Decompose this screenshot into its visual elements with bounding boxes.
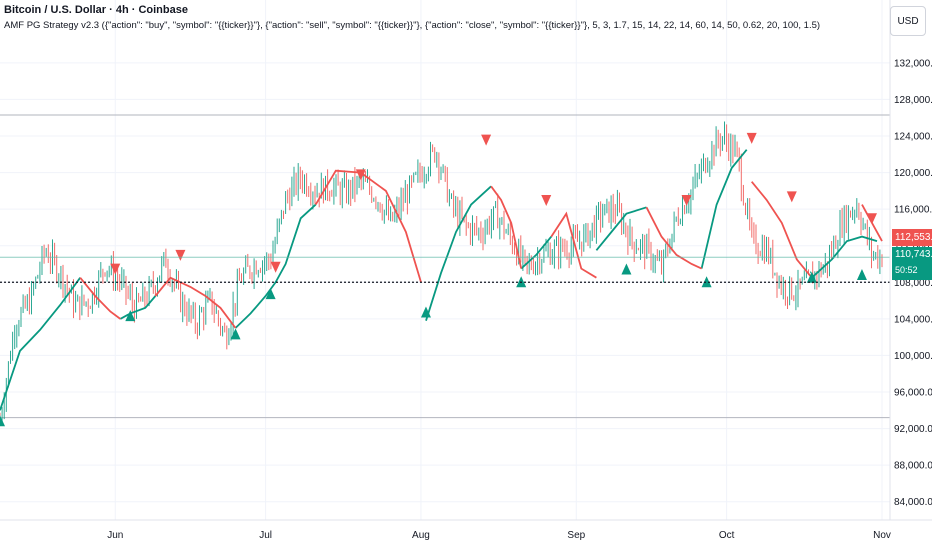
buy-signal-marker (806, 271, 817, 283)
up-trail-segment (520, 236, 552, 270)
y-tick-label: 92,000.00 (894, 424, 932, 435)
down-trail-lines (79, 169, 883, 329)
sell-signal-marker (681, 195, 692, 206)
x-tick-label: Jul (259, 530, 272, 541)
sell-signal-marker (786, 191, 797, 203)
up-trail-segment (234, 203, 317, 329)
chart-grid (0, 0, 890, 520)
x-tick-label: Aug (412, 530, 430, 541)
x-axis: Jun Jul Aug Sep Oct Nov (107, 530, 891, 541)
y-tick-label: 120,000.00 (894, 168, 932, 179)
sell-signal-marker (355, 169, 366, 181)
buy-signal-marker (701, 276, 712, 288)
y-tick-label: 84,000.00 (894, 497, 932, 508)
up-trail-segment (119, 295, 157, 320)
buy-signal-marker (0, 415, 5, 427)
x-tick-label: Jun (107, 530, 123, 541)
up-trail-segment (425, 185, 492, 321)
buy-signal-marker (621, 263, 632, 275)
y-tick-label: 88,000.00 (894, 461, 932, 472)
up-trail-lines (0, 149, 878, 411)
y-tick-label: 112,000.00 (894, 241, 932, 252)
up-trail-segment (700, 149, 748, 269)
down-trail-segment (490, 185, 523, 269)
up-trail-segment (0, 277, 81, 411)
up-trail-segment (811, 235, 878, 279)
price-bars (0, 121, 883, 426)
bar-countdown: 50:52 (895, 265, 918, 275)
signal-markers (0, 132, 877, 427)
down-trail-segment (314, 169, 422, 283)
sell-signal-marker (270, 261, 281, 273)
down-trail-segment (154, 276, 237, 329)
strategy-settings[interactable]: AMF PG Strategy v2.3 ({"action": "buy", … (4, 20, 821, 31)
buy-signal-marker (230, 328, 241, 340)
last-price-label: 112,553.66 (892, 229, 932, 246)
down-trail-segment (79, 277, 121, 320)
x-tick-label: Oct (719, 530, 735, 541)
y-axis: 84,000.00 88,000.00 92,000.00 96,000.00 100,… (894, 58, 932, 508)
y-tick-label: 128,000.00 (894, 95, 932, 106)
y-tick-label: 116,000.00 (894, 205, 932, 216)
sell-signal-marker (541, 195, 552, 206)
sell-signal-marker (746, 132, 757, 144)
buy-signal-marker (856, 268, 867, 280)
current-price-lines (0, 256, 890, 283)
down-trail-segment (550, 211, 597, 279)
x-tick-label: Nov (873, 530, 891, 541)
buy-signal-marker (125, 310, 136, 322)
currency-button[interactable]: USD (890, 6, 926, 36)
up-trail-segment (595, 206, 647, 251)
buy-signal-marker (420, 306, 431, 318)
sell-signal-marker (481, 134, 492, 146)
x-tick-label: Sep (567, 530, 585, 541)
buy-signal-marker (265, 288, 276, 300)
reference-lines (0, 114, 890, 419)
down-trail-segment (645, 206, 702, 270)
chart-title: Bitcoin / U.S. Dollar · 4h · Coinbase (4, 4, 188, 16)
y-tick-label: 132,000.00 (894, 58, 932, 69)
sell-signal-marker (110, 263, 121, 275)
y-tick-label: 100,000.00 (894, 351, 932, 362)
sell-signal-marker (175, 249, 186, 261)
y-tick-label: 96,000.00 (894, 388, 932, 399)
sell-signal-marker (866, 213, 877, 225)
y-tick-label: 104,000.00 (894, 314, 932, 325)
current-price-value: 110,743.92 (895, 249, 932, 260)
down-trail-segment (751, 181, 813, 279)
y-tick-label: 108,000.00 (894, 278, 932, 289)
current-price-label: 110,743.92 50:52 (892, 247, 932, 280)
y-tick-label: 124,000.00 (894, 132, 932, 143)
